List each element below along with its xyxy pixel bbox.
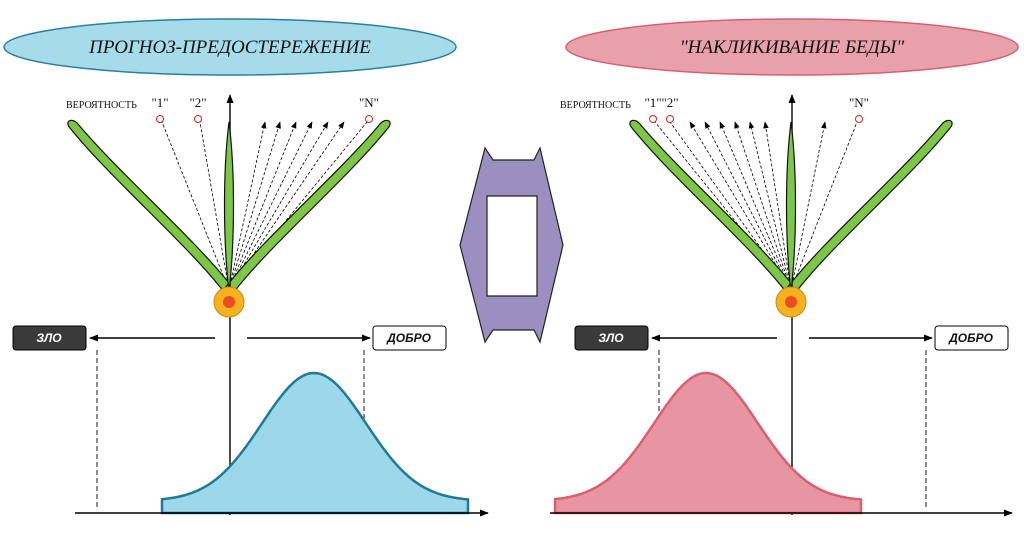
left-leaf-right — [224, 119, 391, 293]
right-evil-label: ЗЛО — [598, 331, 624, 345]
left-title: ПРОГНОЗ-ПРЕДОСТЕРЕЖЕНИЕ — [88, 37, 371, 58]
left-outcome-1-marker — [156, 115, 164, 123]
right-outcome-n-marker — [855, 115, 863, 123]
left-leaf-left — [67, 119, 234, 293]
left-leaf-center — [223, 121, 235, 293]
left-outcome-2-marker — [194, 115, 202, 123]
right-good-label: ДОБРО — [948, 331, 994, 345]
left-good-label: ДОБРО — [386, 331, 432, 345]
right-outcome-1-marker — [649, 115, 657, 123]
right-leaf-center — [785, 121, 797, 293]
right-bud-inner — [785, 296, 797, 308]
left-good-box — [372, 325, 447, 351]
right-title: "НАКЛИКИВАНИЕ БЕДЫ" — [680, 37, 906, 58]
left-outcome-n-label: "N" — [359, 95, 379, 110]
right-outcome-2-marker — [666, 115, 674, 123]
right-leaf-right — [786, 119, 953, 293]
right-panel: "НАКЛИКИВАНИЕ БЕДЫ" ВЕРОЯТНОСТЬ "1" "2" … — [550, 18, 1019, 517]
left-evil-box — [12, 325, 87, 351]
right-outcome-2-label: "2" — [661, 95, 678, 110]
right-probability-label: ВЕРОЯТНОСТЬ — [560, 100, 631, 111]
right-leaf-left — [629, 119, 796, 293]
right-probability-rays — [654, 121, 858, 291]
right-title-ellipse — [565, 18, 1019, 76]
right-outcome-n-label: "N" — [849, 95, 869, 110]
right-distribution-curve — [553, 371, 863, 515]
left-title-ellipse — [3, 18, 457, 76]
right-outcome-1-label: "1" — [644, 95, 661, 110]
left-evil-label: ЗЛО — [36, 331, 62, 345]
right-good-box — [934, 325, 1009, 351]
left-bud-inner — [223, 296, 235, 308]
left-outcome-2-label: "2" — [189, 95, 206, 110]
left-probability-rays — [161, 121, 368, 291]
right-evil-box — [574, 325, 649, 351]
left-distribution-curve — [160, 371, 470, 515]
left-outcome-1-label: "1" — [151, 95, 168, 110]
left-panel: ПРОГНОЗ-ПРЕДОСТЕРЕЖЕНИЕ ВЕРОЯТНОСТЬ "1" … — [3, 18, 489, 517]
left-outcome-n-marker — [365, 115, 373, 123]
center-equivalence-symbol — [459, 146, 564, 344]
left-probability-label: ВЕРОЯТНОСТЬ — [66, 100, 137, 111]
